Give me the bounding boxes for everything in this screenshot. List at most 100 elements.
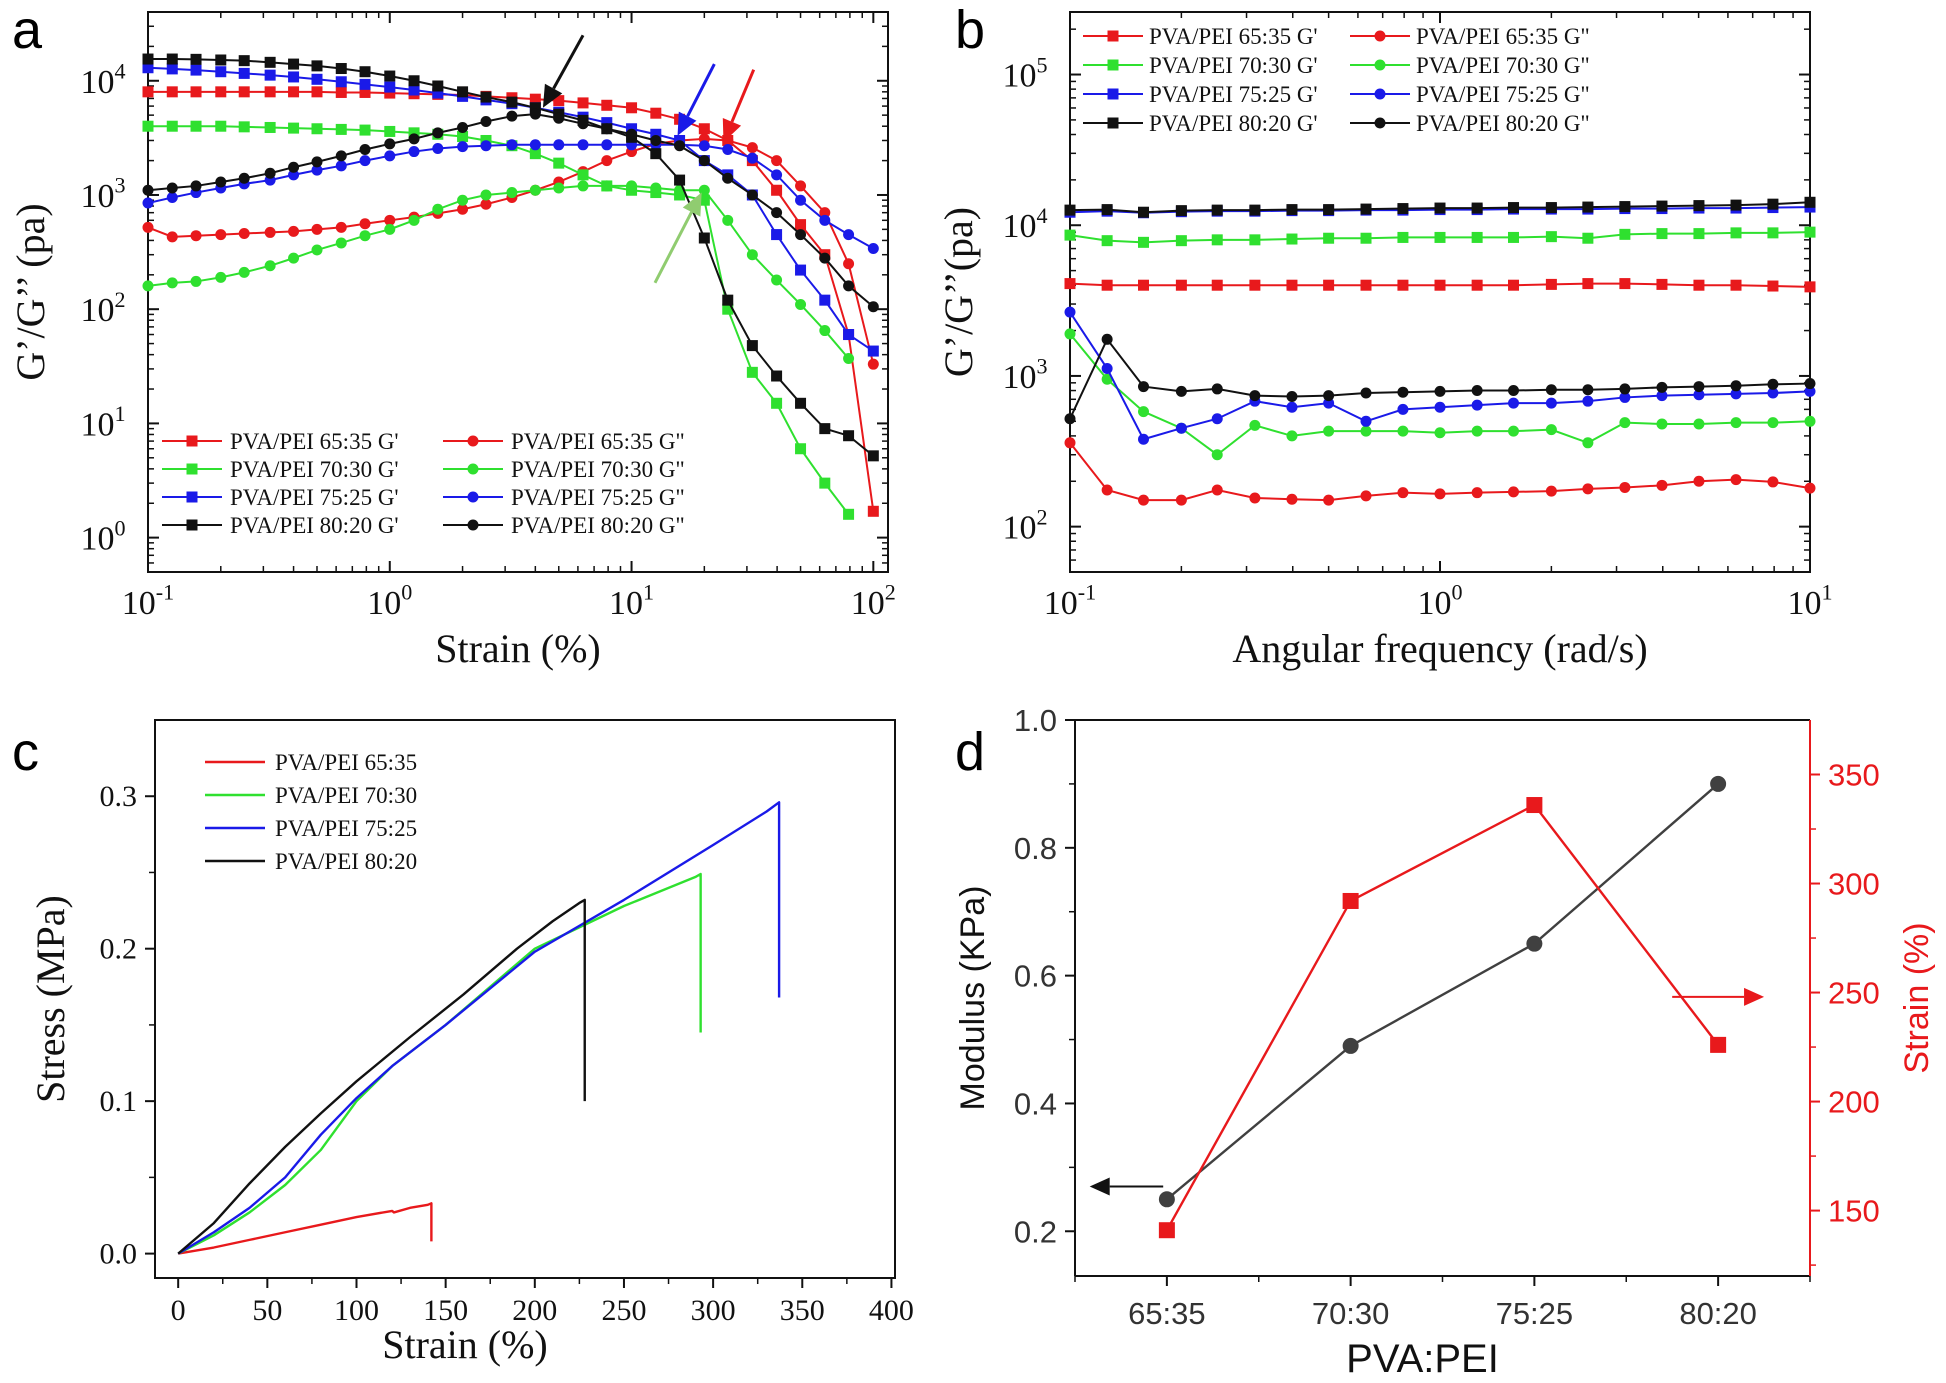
data-point [553, 139, 565, 151]
chart-panel-b: 10-1 100 101 102 103 104 105 Angular frequency … [936, 11, 1833, 671]
data-point [1545, 278, 1557, 290]
legend-marker [1374, 117, 1386, 129]
data-point [335, 86, 347, 98]
data-point [408, 84, 420, 96]
data-point [1471, 279, 1483, 291]
data-point [1619, 383, 1631, 395]
data-point [142, 184, 154, 196]
x-tick-label: 100 [1417, 580, 1462, 622]
data-point [1175, 422, 1187, 434]
data-point [480, 189, 492, 201]
annotation-arrow-head [722, 118, 742, 143]
x-tick-label: 100 [367, 580, 412, 622]
series-line [147, 137, 875, 365]
data-point [722, 214, 734, 226]
y-tick-label: 104 [80, 58, 125, 100]
data-point [698, 194, 710, 206]
data-point [698, 123, 710, 135]
data-point [359, 230, 371, 242]
y-left-tick-label: 0.2 [1014, 1214, 1057, 1249]
x-tick-label: 70:30 [1312, 1296, 1390, 1331]
data-point [359, 155, 371, 167]
data-point [1434, 231, 1446, 243]
data-point [1211, 383, 1223, 395]
y-left-axis-label: Modulus (KPa) [954, 886, 992, 1111]
y-axis-label: G’/G’’(pa) [936, 207, 981, 377]
legend-marker [467, 463, 479, 475]
data-point [215, 86, 227, 98]
data-point [553, 157, 565, 169]
data-point [1101, 373, 1113, 385]
y-right-tick-label: 350 [1828, 758, 1880, 793]
data-point [1582, 278, 1594, 290]
plot-frame [147, 11, 889, 573]
data-point [1158, 1222, 1175, 1239]
data-point [384, 138, 396, 150]
data-point [529, 184, 541, 196]
annotation-arrow-head [1744, 987, 1765, 1006]
legend-label: PVA/PEI 70:30 [275, 783, 417, 808]
data-point [166, 120, 178, 132]
y-right-tick-label: 200 [1828, 1085, 1880, 1120]
data-point [384, 70, 396, 82]
data-point [819, 252, 831, 264]
data-point [238, 67, 250, 79]
data-point [577, 118, 589, 130]
y-left-tick-label: 0.4 [1014, 1086, 1057, 1121]
legend-label: PVA/PEI 65:35 G' [230, 429, 399, 454]
y-tick-label: 100 [80, 515, 125, 557]
data-point [190, 120, 202, 132]
data-point [1323, 425, 1335, 437]
data-point [722, 294, 734, 306]
data-point [1767, 387, 1779, 399]
data-point [1582, 232, 1594, 244]
data-point [1804, 196, 1816, 208]
data-point [384, 125, 396, 137]
data-point [746, 340, 758, 352]
data-point [1693, 381, 1705, 393]
y-left-tick-label: 1.0 [1014, 703, 1057, 738]
data-point [288, 122, 300, 134]
data-point [166, 231, 178, 243]
data-point [215, 229, 227, 241]
data-point [843, 229, 855, 241]
data-point [1211, 204, 1223, 216]
data-point [359, 66, 371, 78]
data-point [1656, 418, 1668, 430]
x-tick-label: 102 [851, 580, 896, 622]
data-point [288, 71, 300, 83]
x-axis-label: PVA:PEI [1346, 1337, 1499, 1381]
data-point [1434, 385, 1446, 397]
data-point [529, 108, 541, 120]
data-point [1730, 227, 1742, 239]
data-point [335, 160, 347, 172]
data-point [650, 134, 662, 146]
y-right-tick-label: 300 [1828, 867, 1880, 902]
data-point [1804, 281, 1816, 293]
data-point [1693, 200, 1705, 212]
data-point [1656, 390, 1668, 402]
data-point [819, 477, 831, 489]
x-tick-label: 10-1 [122, 580, 174, 622]
data-point [1619, 228, 1631, 240]
data-point [819, 294, 831, 306]
x-tick-label: 400 [869, 1294, 914, 1327]
y-axis-label: G’/G’’ (pa) [8, 203, 53, 380]
data-point [1693, 418, 1705, 430]
legend-marker [1107, 117, 1119, 129]
data-point [1434, 401, 1446, 413]
data-point [601, 117, 613, 129]
data-point [190, 64, 202, 76]
data-point [166, 53, 178, 65]
data-point [1471, 202, 1483, 214]
data-point [1249, 492, 1261, 504]
data-point [771, 274, 783, 286]
data-point [771, 370, 783, 382]
data-point [1211, 449, 1223, 461]
data-point [1693, 228, 1705, 240]
data-point [1397, 425, 1409, 437]
data-point [1471, 385, 1483, 397]
legend-label: PVA/PEI 65:35 G' [1149, 24, 1318, 49]
data-point [190, 275, 202, 287]
data-point [1471, 399, 1483, 411]
